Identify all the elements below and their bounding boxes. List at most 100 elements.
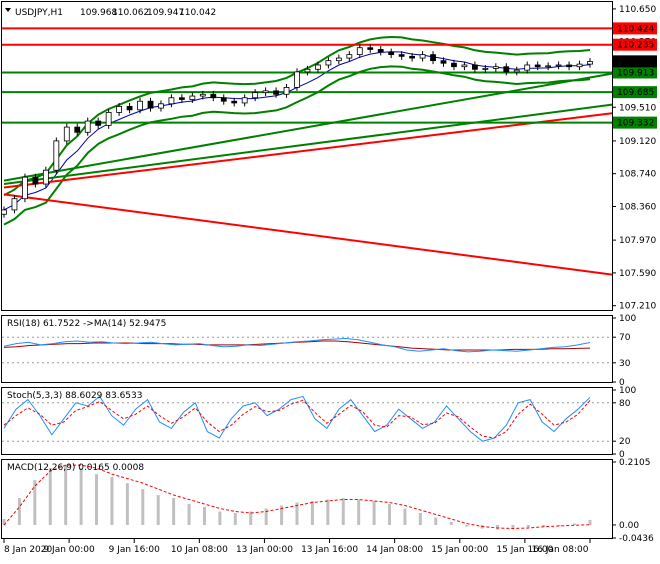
candle-body [503,66,510,73]
candle-body [178,97,185,100]
macd-label: MACD(12,26,9) 0.0165 0.0008 [7,463,144,473]
stoch-layer [2,395,612,442]
candle-body [283,87,290,95]
candle-body [42,169,49,185]
price-axis-tick-label: 109.120 [619,137,656,147]
candle-body [346,54,353,59]
level-tag-label-0: 110.424 [617,24,654,34]
candle-body [388,51,395,56]
rsi-axis-tick-label: 70 [619,333,631,343]
candle-body [189,95,196,100]
rsi-line [3,337,591,353]
trendline-1 [3,112,613,189]
candle-body [1,209,7,215]
candle-body [294,71,300,88]
candle-body [252,92,259,99]
symbol-dropdown-icon[interactable] [5,8,11,12]
ohlc-close: 110.042 [179,8,216,18]
trendline-3 [3,72,613,182]
candle-body [325,60,332,66]
macd-axis-tick-label: 0.00 [619,521,639,531]
time-axis-label: 15 Jan 16:00 [496,545,553,555]
price-axis-tick-label: 110.650 [619,5,656,15]
candle-body [398,54,405,57]
rsi-layer [2,336,612,364]
candle-body [105,112,112,126]
candle-body [84,120,91,133]
macd-layer [2,464,592,530]
candle-body [513,69,520,73]
macd-panel-frame [1,459,613,539]
level-tag-label-2: 109.913 [617,68,654,78]
price-axis-tick-label: 109.510 [619,103,656,113]
candle-body [63,126,70,142]
candle-body [32,176,39,185]
candle-body [451,62,457,68]
rsi-axis-tick-label: 100 [619,314,636,324]
level-tag-1 [613,38,657,51]
current-price-tag [613,55,657,68]
candle-body [262,90,269,93]
rsi-axis-tick-label: 0 [619,378,625,388]
level-tag-2 [613,66,657,79]
stoch-axis-tick-label: 80 [619,399,631,409]
candle-body [199,93,206,97]
trendline-0 [3,193,613,276]
time-axis-label: 13 Jan 16:00 [301,545,358,555]
candle-body [440,60,447,64]
candle-body [461,64,468,68]
candle-body [53,140,60,171]
time-axis-label: 9 Jan 16:00 [109,545,161,555]
stoch-axis-tick-label: 100 [619,386,636,396]
level-tag-0 [613,22,657,35]
candle-body [492,66,499,69]
time-axis-label: 10 Jan 08:00 [171,545,228,555]
time-axis-label: 15 Jan 00:00 [431,545,488,555]
candle-body [95,120,102,126]
price-panel-frame [1,1,613,311]
level-tag-3 [613,86,657,99]
candle-body [419,54,426,59]
candle-body [158,103,164,109]
time-axis-label: 16 Jan 08:00 [532,545,589,555]
candle-body [74,126,81,133]
axis-layer: 110.650110.270109.890109.510109.120108.7… [3,5,657,555]
candle-body [555,64,562,67]
ohlc-high: 110.062 [112,8,149,18]
candle-body [587,61,593,65]
rsi-axis-tick-label: 30 [619,359,631,369]
stoch-label: Stoch(5,3,3) 88.6029 83.6533 [7,391,142,401]
candle-body [566,64,572,68]
candle-body [409,55,416,59]
symbol-title: USDJPY,H1 [15,8,63,18]
candle-body [367,47,374,50]
candle-body [534,64,541,68]
candle-body [116,105,123,113]
level-tag-4 [613,116,657,129]
ohlc-low: 109.947 [147,8,184,18]
candle-body [471,64,478,70]
current-price-label: 110.042 [617,57,654,67]
stoch-axis-tick-label: 0 [619,450,625,460]
candle-body [11,198,18,211]
candle-body [545,65,552,68]
candle-body [377,49,384,53]
candle-body [315,64,321,70]
stoch-d-line [3,399,591,439]
candle-body [335,57,342,62]
price-axis-tick-label: 107.590 [619,269,656,279]
level-tag-label-3: 109.685 [617,88,654,98]
stoch-panel-frame [1,387,613,455]
ohlc-open: 109.968 [80,8,117,18]
rsi-label: RSI(18) 61.7522 ->MA(14) 52.9475 [7,319,166,329]
price-axis-tick-label: 108.360 [619,202,656,212]
time-axis-label: 9 Jan 00:00 [43,545,95,555]
candle-body [304,68,311,73]
macd-signal-line [3,464,591,530]
candle-body [356,47,363,56]
rsi-panel-frame [1,315,613,383]
level-tag-label-1: 110.235 [617,41,654,51]
candle-body [147,100,154,109]
